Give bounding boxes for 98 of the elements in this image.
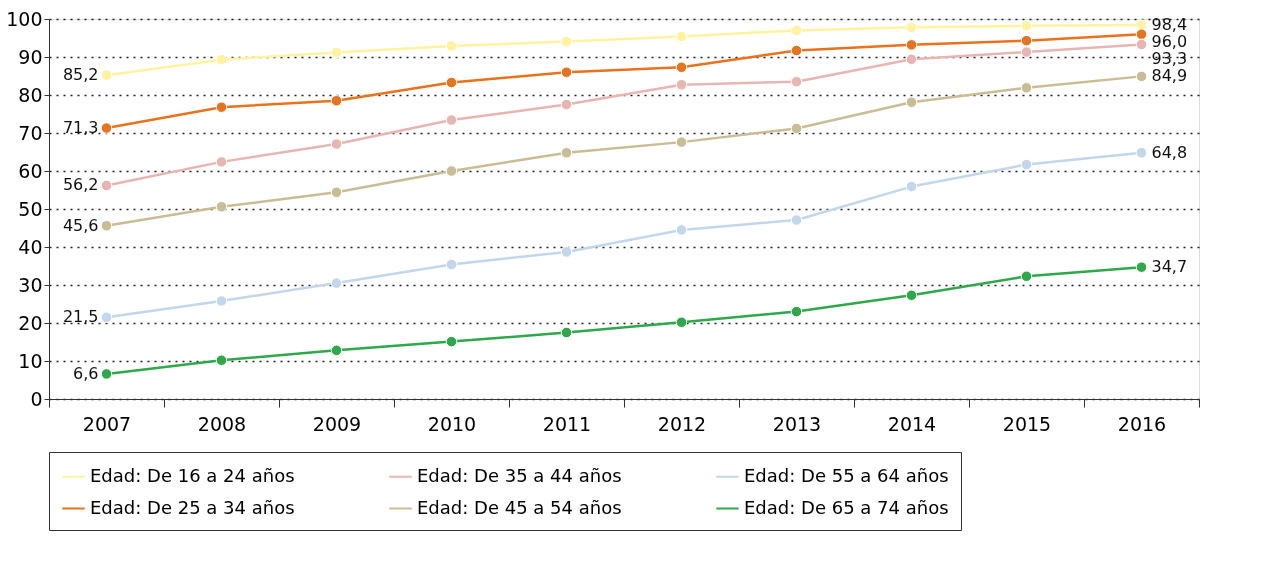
point [905,39,918,51]
x-tick-label: 2013 [772,412,822,435]
point [790,122,803,135]
point [1020,46,1033,58]
y-tick-label: 20 [18,311,43,334]
point [330,277,343,289]
point [215,354,228,366]
data-label: 56,2 [62,175,99,195]
point [215,53,228,66]
x-tick-label: 2010 [427,412,477,435]
x-tick-label: 2009 [312,412,362,435]
x-tick-label: 2011 [542,412,592,435]
point [790,305,803,318]
x-tick-label: 2008 [197,412,247,435]
point [1020,158,1033,171]
point [215,156,228,168]
point [1135,70,1148,83]
point [1020,34,1033,47]
point [100,179,113,192]
point [560,246,573,258]
point [560,35,573,48]
point [100,122,113,134]
point [1135,38,1148,51]
point [330,94,343,107]
data-label: 21,5 [62,307,99,327]
point [330,138,343,150]
point [675,136,688,148]
point [905,21,918,34]
point [330,46,343,59]
point [1020,20,1033,32]
point [445,40,458,52]
point [675,316,688,328]
x-tick-label: 2007 [82,412,132,435]
data-label: 34,7 [1151,257,1188,277]
point [790,214,803,226]
y-tick-label: 80 [18,83,43,106]
point [100,219,113,232]
data-label: 84,9 [1151,66,1188,86]
legend-label: Edad: De 55 a 64 años [744,464,949,486]
legend-label: Edad: De 65 a 74 años [744,496,949,518]
point [560,98,573,111]
legend-label: Edad: De 35 a 44 años [417,464,622,486]
y-tick-label: 100 [6,7,43,30]
point [675,30,688,43]
legend-label: Edad: De 25 a 34 años [90,496,295,518]
point [1020,270,1033,282]
data-label: 6,6 [73,363,99,383]
data-label: 64,8 [1151,142,1188,162]
point [1135,28,1148,40]
point [445,114,458,126]
y-tick-label: 50 [18,197,43,220]
point [790,44,803,57]
x-tick-label: 2015 [1002,412,1052,435]
y-tick-label: 70 [18,121,43,144]
y-tick-label: 60 [18,159,43,182]
point [790,75,803,88]
point [445,76,458,89]
point [445,165,458,177]
point [215,295,228,307]
point [905,96,918,108]
data-label: 45,6 [62,215,99,235]
x-tick-label: 2016 [1117,412,1167,435]
point [330,186,343,199]
point [560,147,573,159]
data-label: 93,3 [1151,49,1188,69]
data-label: 71,3 [62,118,99,138]
point [215,101,228,113]
legend-label: Edad: De 45 a 54 años [417,496,622,518]
data-label: 96,0 [1151,32,1188,52]
data-label: 98,4 [1151,15,1188,35]
point [905,180,918,193]
data-label: 85,2 [62,65,99,85]
x-tick-label: 2012 [657,412,707,435]
point [1135,261,1148,273]
point [330,344,343,357]
point [675,224,688,236]
y-tick-label: 90 [18,45,43,68]
y-tick-label: 0 [30,387,43,410]
point [675,79,688,91]
point [560,66,573,78]
point [100,311,113,324]
point [905,53,918,66]
point [100,69,113,81]
point [560,326,573,339]
point [1135,147,1148,159]
point [1020,82,1033,94]
point [675,61,688,73]
point [215,200,228,213]
y-tick-label: 10 [18,349,43,372]
x-tick-label: 2014 [887,412,937,435]
legend-label: Edad: De 16 a 24 años [90,464,295,486]
point [445,335,458,348]
y-tick-label: 40 [18,235,43,258]
point [905,289,918,301]
y-tick-label: 30 [18,273,43,296]
point [790,24,803,37]
point [445,258,458,271]
point [100,368,113,380]
